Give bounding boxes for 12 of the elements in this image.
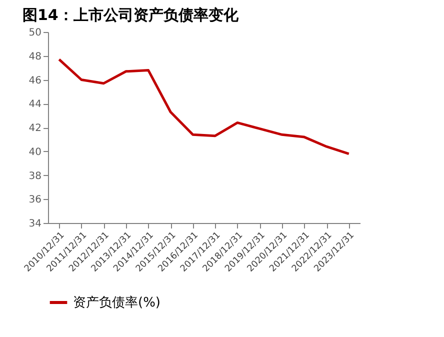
y-tick-label: 36 <box>28 194 42 206</box>
chart-title: 图14：上市公司资产负债率变化 <box>22 6 240 24</box>
y-tick-label: 46 <box>28 75 42 86</box>
y-tick-label: 34 <box>28 218 42 230</box>
y-tick-label: 44 <box>28 99 42 110</box>
y-tick-label: 38 <box>28 170 42 182</box>
y-tick-label: 42 <box>28 123 42 134</box>
y-tick-label: 40 <box>28 146 42 158</box>
y-tick-label: 50 <box>28 28 42 38</box>
legend-label: 资产负债率(%) <box>73 294 160 310</box>
y-tick-label: 48 <box>28 51 42 62</box>
line-series <box>58 58 350 156</box>
